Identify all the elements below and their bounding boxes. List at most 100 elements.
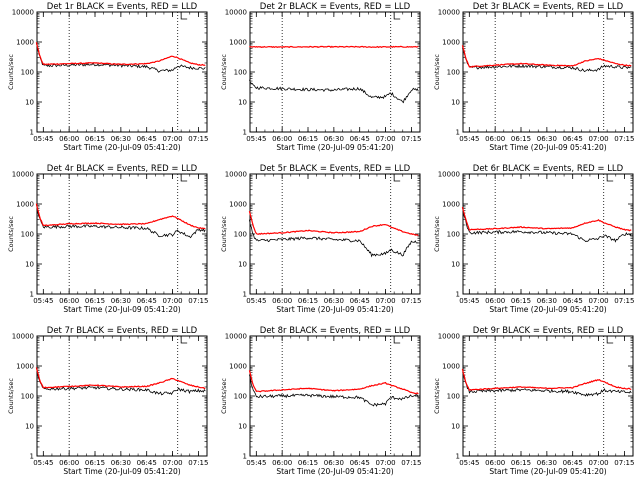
panel: Det 5r BLACK = Events, RED = LLD 1 10 100 10…: [220, 164, 421, 314]
y-tick-label: 100: [21, 231, 34, 239]
x-axis-label: Start Time (20-Jul-09 05:41:20): [276, 305, 393, 314]
y-tick-label: 100: [234, 231, 247, 239]
y-tick-label: 1: [243, 453, 247, 461]
x-tick-label: 06:45: [350, 459, 370, 467]
x-tick-label: 07:15: [401, 135, 421, 143]
y-tick-label: 1000: [16, 201, 34, 209]
y-tick-label: 1000: [442, 201, 460, 209]
interval-marker: [606, 336, 614, 344]
panel: Det 1r BLACK = Events, RED = LLD 1 10 100 10…: [7, 2, 208, 152]
x-tick-label: 07:15: [401, 297, 421, 305]
y-tick-label: 10000: [225, 333, 247, 341]
x-tick-label: 06:00: [272, 459, 292, 467]
y-tick-label: 1000: [16, 39, 34, 47]
lld-series-line: [35, 203, 206, 230]
x-tick-label: 05:45: [246, 459, 266, 467]
plot-frame: [249, 11, 421, 133]
y-tick-label: 100: [447, 69, 460, 77]
panel: Det 9r BLACK = Events, RED = LLD 1 10 100 10…: [433, 326, 634, 476]
x-tick-label: 06:45: [137, 135, 157, 143]
x-tick-label: 05:45: [33, 297, 53, 305]
y-tick-label: 10: [238, 261, 247, 269]
panel: Det 3r BLACK = Events, RED = LLD 1 10 100 10…: [433, 2, 634, 152]
x-tick-label: 07:00: [375, 459, 395, 467]
y-tick-label: 1: [456, 291, 460, 299]
x-tick-label: 07:00: [162, 297, 182, 305]
y-tick-label: 10000: [12, 333, 34, 341]
x-tick-label: 06:30: [111, 459, 131, 467]
y-tick-label: 1000: [442, 39, 460, 47]
x-tick-label: 07:15: [188, 459, 208, 467]
y-tick-label: 1: [243, 129, 247, 137]
x-tick-label: 07:15: [614, 297, 634, 305]
lld-series-line: [248, 370, 419, 395]
x-tick-label: 07:00: [375, 297, 395, 305]
x-tick-label: 05:45: [33, 135, 53, 143]
y-tick-label: 100: [21, 393, 34, 401]
x-tick-label: 06:00: [272, 135, 292, 143]
y-axis-label: Counts/sec: [433, 216, 441, 252]
interval-marker: [180, 336, 188, 344]
interval-marker: [393, 174, 401, 182]
x-tick-label: 07:15: [614, 459, 634, 467]
x-tick-label: 06:30: [537, 459, 557, 467]
panel-title: Det 2r BLACK = Events, RED = LLD: [260, 2, 411, 12]
y-tick-label: 10000: [438, 333, 460, 341]
x-tick-label: 06:15: [511, 297, 531, 305]
plot-frame: [462, 173, 634, 295]
y-axis-label: Counts/sec: [220, 216, 228, 252]
events-series-line: [249, 374, 419, 407]
lld-series-line: [461, 368, 632, 392]
lld-series-line: [461, 45, 632, 68]
panel-title: Det 1r BLACK = Events, RED = LLD: [47, 2, 198, 12]
panel-title: Det 7r BLACK = Events, RED = LLD: [47, 326, 198, 336]
x-tick-label: 06:30: [324, 459, 344, 467]
x-tick-label: 07:00: [588, 135, 608, 143]
x-tick-label: 06:30: [324, 135, 344, 143]
x-tick-label: 06:15: [298, 135, 318, 143]
y-tick-label: 1: [30, 129, 34, 137]
y-tick-label: 100: [21, 69, 34, 77]
plot-frame: [249, 173, 421, 295]
y-axis-label: Counts/sec: [220, 378, 228, 414]
x-tick-label: 06:15: [85, 459, 105, 467]
x-tick-label: 05:45: [246, 297, 266, 305]
y-axis-label: Counts/sec: [433, 378, 441, 414]
x-tick-label: 06:15: [511, 135, 531, 143]
x-tick-label: 06:00: [59, 297, 79, 305]
x-tick-label: 06:30: [324, 297, 344, 305]
panel: Det 2r BLACK = Events, RED = LLD 1 10 100 10…: [220, 2, 421, 152]
panel: Det 7r BLACK = Events, RED = LLD 1 10 100 10…: [7, 326, 208, 476]
x-tick-label: 06:45: [350, 135, 370, 143]
lld-series-line: [249, 45, 419, 49]
x-tick-label: 06:15: [511, 459, 531, 467]
y-tick-label: 100: [234, 69, 247, 77]
events-series-line: [462, 47, 632, 73]
x-tick-label: 06:15: [85, 135, 105, 143]
y-tick-label: 10000: [225, 9, 247, 17]
x-tick-label: 07:00: [162, 459, 182, 467]
lld-series-line: [35, 42, 206, 67]
interval-marker: [180, 12, 188, 20]
plot-frame: [36, 335, 208, 457]
x-tick-label: 06:00: [59, 135, 79, 143]
x-tick-label: 05:45: [33, 459, 53, 467]
y-tick-label: 10: [451, 423, 460, 431]
y-tick-label: 10000: [438, 9, 460, 17]
y-tick-label: 10000: [225, 171, 247, 179]
events-series-line: [36, 42, 206, 73]
events-series-line: [462, 207, 632, 243]
y-tick-label: 100: [447, 231, 460, 239]
y-axis-label: Counts/sec: [220, 54, 228, 90]
y-tick-label: 10: [25, 99, 34, 107]
lld-series-line: [248, 210, 419, 237]
y-tick-label: 10: [25, 261, 34, 269]
y-tick-label: 1000: [229, 363, 247, 371]
y-axis-label: Counts/sec: [7, 54, 15, 90]
y-tick-label: 1000: [229, 39, 247, 47]
panel-title: Det 6r BLACK = Events, RED = LLD: [473, 164, 624, 174]
x-tick-label: 07:00: [375, 135, 395, 143]
y-tick-label: 10: [238, 423, 247, 431]
interval-marker: [393, 12, 401, 20]
